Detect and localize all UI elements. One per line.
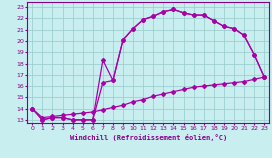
X-axis label: Windchill (Refroidissement éolien,°C): Windchill (Refroidissement éolien,°C): [70, 134, 227, 140]
